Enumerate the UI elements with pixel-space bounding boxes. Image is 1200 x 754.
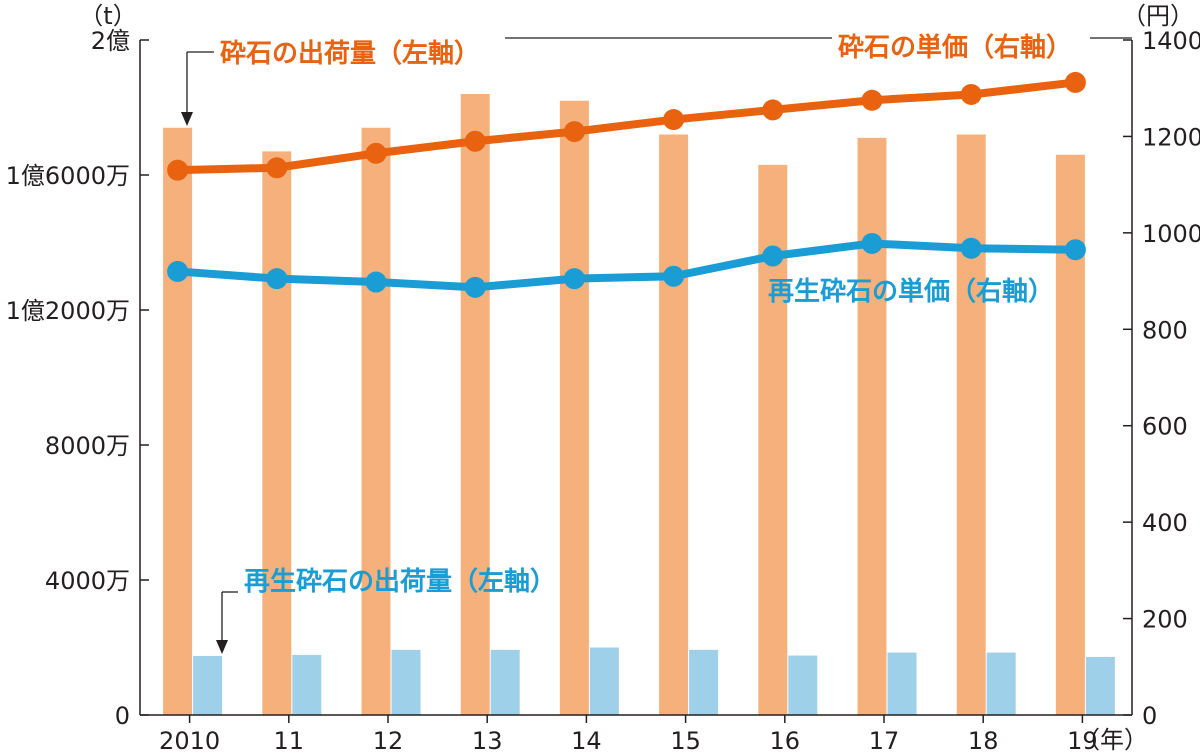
x-axis-unit: （年） [1076, 726, 1148, 754]
x-tick-label: 16 [770, 727, 801, 754]
x-tick-label: 12 [373, 727, 404, 754]
point-crushed-stone-price-0 [167, 159, 189, 181]
series-label-crushed-stone-price: 砕石の単価（右軸） [838, 32, 1072, 63]
leader-arrow-bottom [216, 640, 228, 654]
x-tick-label: 18 [968, 727, 999, 754]
bar-layer [163, 94, 1115, 715]
point-crushed-stone-price-6 [762, 99, 784, 121]
left-axis-unit: （t） [79, 2, 136, 30]
point-recycled-stone-price-1 [266, 268, 288, 290]
x-tick-label: 2010 [159, 727, 220, 754]
line-layer [167, 71, 1086, 298]
right-tick-label: 1400 [1142, 27, 1200, 55]
point-crushed-stone-price-9 [1064, 71, 1086, 93]
label-layer: 砕石の出荷量（左軸） 砕石の単価（右軸） 再生砕石の単価（右軸） 再生砕石の出荷量（左… [181, 32, 1132, 654]
series-label-recycled-stone-price: 再生砕石の単価（右軸） [768, 276, 1054, 307]
left-tick-label: 1億2000万 [6, 297, 130, 325]
point-recycled-stone-price-9 [1064, 239, 1086, 261]
point-recycled-stone-price-2 [365, 271, 387, 293]
x-tick-label: 14 [571, 727, 602, 754]
point-crushed-stone-price-3 [464, 130, 486, 152]
right-tick-label: 400 [1142, 509, 1188, 537]
bar-crushed-stone-1 [262, 151, 292, 715]
point-crushed-stone-price-5 [663, 109, 685, 131]
line-recycled-stone-price [177, 239, 1076, 292]
right-tick-label: 800 [1142, 316, 1188, 344]
right-tick-label: 200 [1142, 606, 1188, 634]
point-crushed-stone-price-4 [563, 121, 585, 143]
bar-crushed-stone-2 [361, 127, 391, 715]
point-crushed-stone-price-1 [266, 157, 288, 179]
series-label-crushed-stone-volume: 砕石の出荷量（左軸） [220, 38, 480, 69]
bar-recycled-stone-9 [1085, 656, 1115, 715]
right-axis-unit: （円） [1122, 2, 1194, 30]
right-tick-label: 600 [1142, 413, 1188, 441]
bar-recycled-stone-2 [391, 649, 421, 715]
x-tick-label: 13 [472, 727, 503, 754]
point-recycled-stone-price-3 [464, 276, 486, 298]
point-crushed-stone-price-8 [960, 83, 982, 105]
bar-crushed-stone-0 [163, 127, 193, 715]
bar-recycled-stone-0 [193, 655, 223, 715]
point-crushed-stone-price-7 [861, 89, 883, 111]
x-tick-label: 15 [670, 727, 701, 754]
x-tick-label: 17 [869, 727, 900, 754]
series-label-recycled-stone-volume: 再生砕石の出荷量（左軸） [244, 566, 556, 597]
left-tick-label: 2億 [91, 27, 130, 55]
right-tick-label: 1000 [1142, 220, 1200, 248]
left-tick-label: 0 [115, 702, 130, 730]
bar-recycled-stone-6 [788, 655, 818, 715]
point-recycled-stone-price-6 [762, 245, 784, 267]
bar-recycled-stone-4 [589, 647, 619, 715]
bar-recycled-stone-3 [490, 649, 520, 715]
bar-recycled-stone-5 [689, 649, 719, 715]
x-tick-label: 19 [1067, 727, 1098, 754]
bar-crushed-stone-8 [956, 134, 986, 715]
right-tick-label: 0 [1142, 702, 1157, 730]
point-recycled-stone-price-4 [563, 268, 585, 290]
bar-crushed-stone-9 [1055, 154, 1085, 715]
bar-recycled-stone-8 [986, 652, 1016, 715]
leader-arrow-top [181, 112, 193, 126]
point-crushed-stone-price-2 [365, 142, 387, 164]
left-tick-label: 4000万 [45, 567, 130, 595]
left-tick-label: 8000万 [45, 432, 130, 460]
bar-crushed-stone-7 [857, 137, 887, 715]
point-recycled-stone-price-8 [960, 237, 982, 259]
bar-crushed-stone-3 [460, 94, 490, 715]
bar-recycled-stone-1 [292, 654, 322, 715]
left-tick-label: 1億6000万 [6, 162, 130, 190]
bar-crushed-stone-5 [659, 134, 689, 715]
right-tick-label: 1200 [1142, 123, 1200, 151]
x-tick-label: 11 [274, 727, 305, 754]
point-recycled-stone-price-0 [167, 260, 189, 282]
axes-layer: 0 4000万 8000万 1億2000万 1億6000万 2億 0 200 400 600 800… [6, 2, 1200, 754]
line-crushed-stone-price [177, 78, 1076, 175]
point-recycled-stone-price-5 [663, 265, 685, 287]
point-recycled-stone-price-7 [861, 232, 883, 254]
bar-crushed-stone-4 [559, 100, 589, 715]
bar-recycled-stone-7 [887, 652, 917, 715]
